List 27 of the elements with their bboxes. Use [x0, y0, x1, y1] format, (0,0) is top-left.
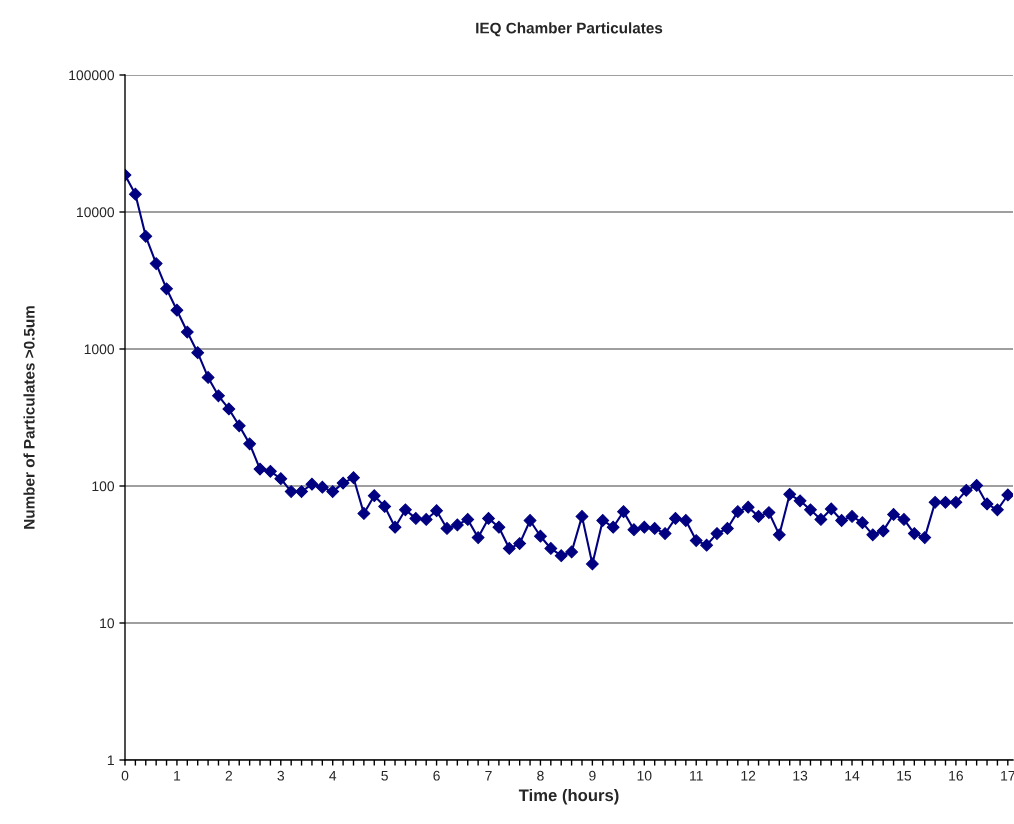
x-tick-label: 17: [1001, 770, 1014, 781]
x-tick-label: 14: [845, 770, 860, 781]
y-tick-label: 1000: [84, 344, 115, 355]
y-tick-label: 10: [100, 618, 115, 629]
x-tick-label: 3: [277, 770, 285, 781]
x-tick-label: 16: [949, 770, 963, 781]
x-tick-label: 8: [537, 770, 544, 781]
x-tick-label: 1: [174, 770, 181, 781]
x-tick-label: 12: [741, 770, 756, 781]
chart-title: IEQ Chamber Particulates: [476, 22, 663, 37]
x-tick-label: 5: [381, 770, 388, 781]
x-tick-label: 4: [329, 770, 337, 781]
x-tick-label: 15: [897, 770, 912, 781]
x-tick-label: 11: [690, 770, 703, 781]
y-tick-label: 1: [107, 755, 114, 766]
y-tick-label: 100000: [69, 70, 115, 81]
y-tick-label: 100: [92, 481, 115, 492]
y-tick-label: 10000: [77, 207, 115, 218]
x-tick-label: 6: [433, 770, 440, 781]
x-tick-label: 0: [121, 770, 129, 781]
x-tick-label: 13: [793, 770, 808, 781]
x-tick-label: 7: [485, 770, 492, 781]
x-axis-title: Time (hours): [518, 788, 619, 805]
y-axis-title: Number of Particulates >0.5um: [23, 306, 35, 529]
x-tick-label: 9: [589, 770, 596, 781]
x-tick-label: 2: [225, 770, 233, 781]
x-tick-label: 10: [637, 770, 652, 781]
